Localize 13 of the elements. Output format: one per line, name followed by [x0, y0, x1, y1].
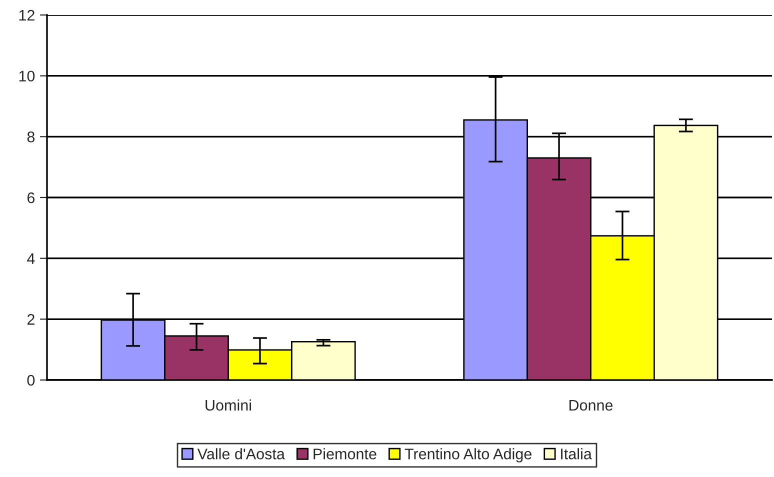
x-tick-label: Uomini — [206, 399, 251, 411]
y-tick-label: 8 — [27, 132, 35, 142]
legend-label: Italia — [561, 448, 592, 460]
legend-label: Valle d'Aosta — [197, 448, 285, 460]
y-tick-label: 2 — [27, 314, 34, 325]
y-tick-label: 6 — [27, 192, 35, 204]
x-tick-label: Donne — [569, 400, 613, 411]
y-tick-label: 0 — [27, 374, 35, 386]
legend-label: Piemonte — [314, 448, 376, 460]
y-tick-label: 10 — [19, 70, 35, 82]
y-tick-label: 12 — [19, 10, 34, 21]
legend-label: Trentino Alto Adige — [404, 448, 532, 462]
y-tick-label: 4 — [27, 253, 35, 264]
